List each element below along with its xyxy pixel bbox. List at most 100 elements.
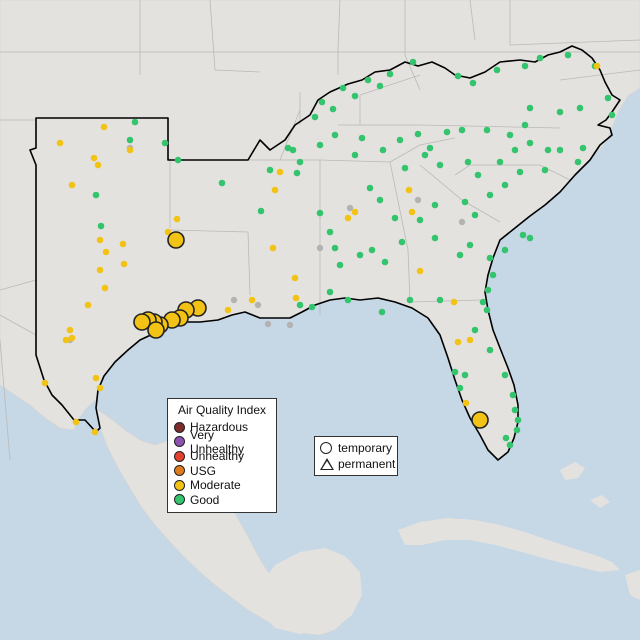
station-marker-good[interactable] xyxy=(521,62,529,70)
station-marker-good[interactable] xyxy=(501,246,509,254)
station-marker-good[interactable] xyxy=(506,131,514,139)
station-marker-good[interactable] xyxy=(519,231,527,239)
station-marker-good[interactable] xyxy=(344,296,352,304)
station-marker-good[interactable] xyxy=(351,151,359,159)
station-marker-moderate[interactable] xyxy=(248,296,256,304)
station-marker-good[interactable] xyxy=(526,139,534,147)
station-marker-good[interactable] xyxy=(576,104,584,112)
station-marker-good[interactable] xyxy=(331,244,339,252)
station-marker-moderate[interactable] xyxy=(462,399,470,407)
station-marker-good[interactable] xyxy=(296,158,304,166)
station-marker-moderate-large[interactable] xyxy=(147,321,165,339)
station-marker-good[interactable] xyxy=(409,58,417,66)
station-marker-moderate[interactable] xyxy=(454,338,462,346)
station-marker-good[interactable] xyxy=(506,441,514,449)
station-marker-good[interactable] xyxy=(431,201,439,209)
station-marker-good[interactable] xyxy=(257,207,265,215)
station-marker-good[interactable] xyxy=(526,234,534,242)
station-marker-moderate[interactable] xyxy=(96,384,104,392)
station-marker-good[interactable] xyxy=(364,76,372,84)
station-marker-good[interactable] xyxy=(496,158,504,166)
station-marker-moderate[interactable] xyxy=(66,326,74,334)
station-marker-no-data[interactable] xyxy=(346,204,354,212)
station-marker-good[interactable] xyxy=(293,169,301,177)
station-marker-good[interactable] xyxy=(376,196,384,204)
station-marker-no-data[interactable] xyxy=(316,244,324,252)
station-marker-moderate[interactable] xyxy=(408,208,416,216)
station-marker-good[interactable] xyxy=(376,82,384,90)
station-marker-good[interactable] xyxy=(308,303,316,311)
station-marker-moderate[interactable] xyxy=(466,336,474,344)
station-marker-good[interactable] xyxy=(289,146,297,154)
station-marker-good[interactable] xyxy=(406,296,414,304)
station-marker-good[interactable] xyxy=(431,234,439,242)
station-marker-good[interactable] xyxy=(526,104,534,112)
station-marker-good[interactable] xyxy=(174,156,182,164)
station-marker-good[interactable] xyxy=(464,158,472,166)
station-marker-good[interactable] xyxy=(486,191,494,199)
station-marker-good[interactable] xyxy=(514,416,522,424)
station-marker-moderate[interactable] xyxy=(68,334,76,342)
station-marker-moderate[interactable] xyxy=(593,62,601,70)
station-marker-good[interactable] xyxy=(416,216,424,224)
station-marker-good[interactable] xyxy=(486,346,494,354)
station-marker-moderate[interactable] xyxy=(164,228,172,236)
station-marker-moderate[interactable] xyxy=(96,236,104,244)
station-marker-moderate[interactable] xyxy=(292,294,300,302)
station-marker-good[interactable] xyxy=(326,288,334,296)
station-marker-good[interactable] xyxy=(426,144,434,152)
station-marker-good[interactable] xyxy=(401,164,409,172)
station-marker-good[interactable] xyxy=(456,384,464,392)
station-marker-good[interactable] xyxy=(541,166,549,174)
station-marker-good[interactable] xyxy=(502,434,510,442)
station-marker-good[interactable] xyxy=(421,151,429,159)
station-marker-good[interactable] xyxy=(483,126,491,134)
station-marker-good[interactable] xyxy=(311,113,319,121)
station-marker-good[interactable] xyxy=(579,144,587,152)
station-marker-good[interactable] xyxy=(381,258,389,266)
station-marker-good[interactable] xyxy=(126,136,134,144)
station-marker-moderate[interactable] xyxy=(344,214,352,222)
station-marker-good[interactable] xyxy=(513,426,521,434)
station-marker-good[interactable] xyxy=(356,251,364,259)
station-marker-good[interactable] xyxy=(443,128,451,136)
station-marker-good[interactable] xyxy=(471,211,479,219)
station-marker-no-data[interactable] xyxy=(230,296,238,304)
station-marker-good[interactable] xyxy=(451,368,459,376)
station-marker-moderate[interactable] xyxy=(102,248,110,256)
station-marker-good[interactable] xyxy=(414,130,422,138)
station-marker-moderate[interactable] xyxy=(269,244,277,252)
station-marker-moderate-large[interactable] xyxy=(167,231,185,249)
station-marker-good[interactable] xyxy=(336,261,344,269)
station-marker-good[interactable] xyxy=(466,241,474,249)
station-marker-good[interactable] xyxy=(379,146,387,154)
station-marker-good[interactable] xyxy=(458,126,466,134)
station-marker-good[interactable] xyxy=(396,136,404,144)
station-marker-good[interactable] xyxy=(521,121,529,129)
station-marker-moderate[interactable] xyxy=(119,240,127,248)
station-marker-moderate[interactable] xyxy=(68,181,76,189)
station-marker-moderate[interactable] xyxy=(120,260,128,268)
station-marker-good[interactable] xyxy=(296,301,304,309)
station-marker-good[interactable] xyxy=(608,111,616,119)
station-marker-moderate[interactable] xyxy=(450,298,458,306)
station-marker-moderate[interactable] xyxy=(291,274,299,282)
station-marker-good[interactable] xyxy=(351,92,359,100)
station-marker-good[interactable] xyxy=(461,198,469,206)
station-marker-good[interactable] xyxy=(516,168,524,176)
station-marker-moderate[interactable] xyxy=(91,428,99,436)
station-marker-good[interactable] xyxy=(501,371,509,379)
station-marker-good[interactable] xyxy=(331,131,339,139)
station-marker-moderate-large[interactable] xyxy=(471,411,489,429)
station-marker-good[interactable] xyxy=(378,308,386,316)
station-marker-good[interactable] xyxy=(92,191,100,199)
station-marker-good[interactable] xyxy=(509,391,517,399)
station-marker-moderate[interactable] xyxy=(90,154,98,162)
station-marker-good[interactable] xyxy=(284,144,292,152)
station-marker-good[interactable] xyxy=(368,246,376,254)
station-marker-good[interactable] xyxy=(339,84,347,92)
station-marker-moderate[interactable] xyxy=(41,379,49,387)
station-marker-good[interactable] xyxy=(454,72,462,80)
station-marker-no-data[interactable] xyxy=(264,320,272,328)
